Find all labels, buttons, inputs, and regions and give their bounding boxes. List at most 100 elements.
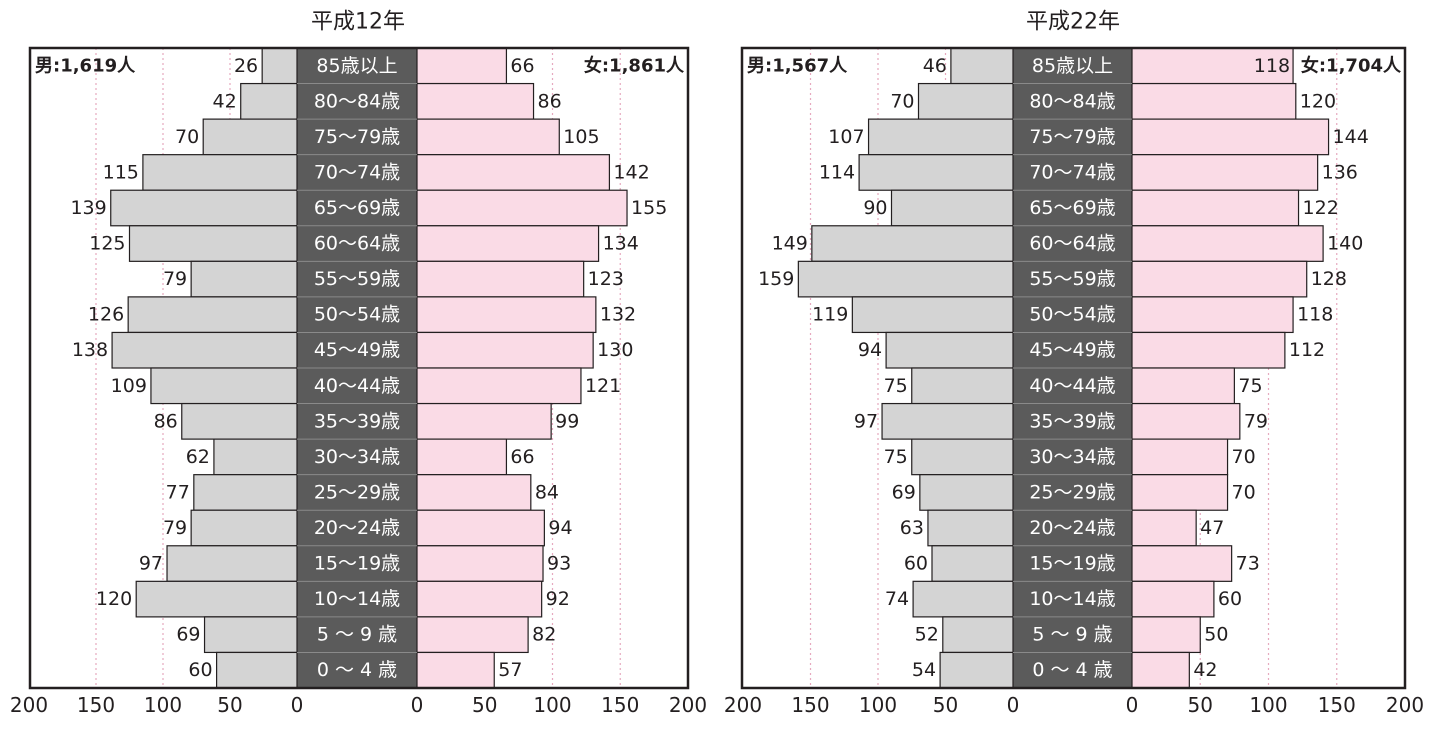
bar-male [931,545,1014,582]
age-label: 30〜34歳 [1029,446,1115,468]
data-label-female: 92 [546,588,570,610]
age-label: 15〜19歳 [314,553,400,575]
data-label-male: 75 [884,446,908,468]
bar-male [190,260,298,298]
bar-female [1131,509,1197,547]
bar-male [150,367,298,405]
age-label: 80〜84歳 [314,90,400,112]
bar-female [1131,225,1324,262]
age-label: 15〜19歳 [1029,553,1115,575]
male-total: 男:1,567人 [747,55,848,76]
bar-male [110,189,298,227]
bar-male [202,118,298,156]
data-label-male: 46 [923,55,947,77]
pyramid-chart-2: 平成22年 85歳以上 46 118 80〜84歳 70 120 75〜79歳 107 144 70… [724,10,1424,718]
data-label-female: 140 [1327,233,1363,255]
data-label-male: 115 [103,161,139,183]
bar-male [135,580,298,618]
bar-female [1131,47,1294,85]
bar-female [416,118,560,156]
data-label-male: 97 [854,410,878,432]
data-label-male: 139 [70,197,106,219]
age-label: 30〜34歳 [314,446,400,468]
data-label-male: 79 [163,268,187,290]
bar-female [416,296,597,334]
tick-label-male: 0 [291,693,304,717]
tick-label-female: 150 [1318,693,1356,717]
data-label-male: 70 [175,126,199,148]
bar-female [416,651,495,689]
data-label-male: 63 [900,517,924,539]
tick-label-female: 0 [1126,693,1139,717]
data-label-male: 86 [154,410,178,432]
age-label: 50〜54歳 [314,304,400,326]
bar-female [1131,651,1190,689]
bar-female [416,331,594,369]
age-label: 75〜79歳 [314,126,400,148]
bar-female [1131,154,1319,191]
bar-female [1131,331,1286,369]
tick-label-male: 50 [933,693,958,717]
data-label-female: 70 [1232,446,1256,468]
data-label-female: 50 [1204,624,1228,646]
bar-male [867,118,1014,156]
age-label: 45〜49歳 [314,339,400,361]
tick-label-female: 0 [411,693,424,717]
bar-female [416,474,532,511]
data-label-female: 130 [597,339,633,361]
data-label-female: 66 [510,55,534,77]
data-label-female: 73 [1236,553,1260,575]
data-label-male: 75 [884,375,908,397]
bar-female [416,154,611,191]
bar-male [213,438,298,476]
tick-label-male: 200 [724,693,762,717]
bar-female [1131,296,1294,334]
bar-male [917,82,1014,120]
data-label-female: 144 [1333,126,1369,148]
data-label-female: 70 [1232,481,1256,503]
tick-label-female: 100 [533,693,571,717]
bar-female [1131,580,1215,618]
bar-male [216,651,298,689]
data-label-male: 62 [186,446,210,468]
bar-male [127,296,298,334]
bar-male [950,47,1014,85]
age-label: 45〜49歳 [1029,339,1115,361]
bar-female [416,47,508,85]
tick-label-male: 0 [1007,693,1020,717]
data-label-male: 90 [863,197,887,219]
bar-male [890,189,1014,227]
age-label: 5 〜 9 歳 [317,624,397,646]
bar-female [416,545,544,582]
age-label: 25〜29歳 [1029,481,1115,503]
age-label: 0 〜 4 歳 [1032,659,1112,681]
data-label-male: 52 [915,624,939,646]
bar-female [416,260,585,298]
bar-female [416,82,535,120]
data-label-male: 107 [828,126,864,148]
data-label-female: 66 [510,446,534,468]
bar-female [1131,616,1201,654]
data-label-male: 79 [163,517,187,539]
data-label-female: 86 [538,90,562,112]
tick-label-male: 100 [859,693,897,717]
age-label: 5 〜 9 歳 [1032,624,1112,646]
data-label-male: 114 [819,161,855,183]
age-label: 80〜84歳 [1029,90,1115,112]
age-label: 35〜39歳 [1029,410,1115,432]
age-label: 60〜64歳 [1029,233,1115,255]
tick-label-male: 50 [217,693,242,717]
data-label-male: 120 [96,588,132,610]
age-label: 85歳以上 [316,55,397,77]
age-label: 75〜79歳 [1029,126,1115,148]
data-label-female: 112 [1289,339,1325,361]
data-label-male: 97 [139,553,163,575]
tick-label-female: 50 [1188,693,1213,717]
age-label: 40〜44歳 [314,375,400,397]
bar-male [111,331,298,369]
age-label: 65〜69歳 [1029,197,1115,219]
bar-male [939,651,1014,689]
data-label-female: 57 [498,659,522,681]
bar-male [203,616,298,654]
